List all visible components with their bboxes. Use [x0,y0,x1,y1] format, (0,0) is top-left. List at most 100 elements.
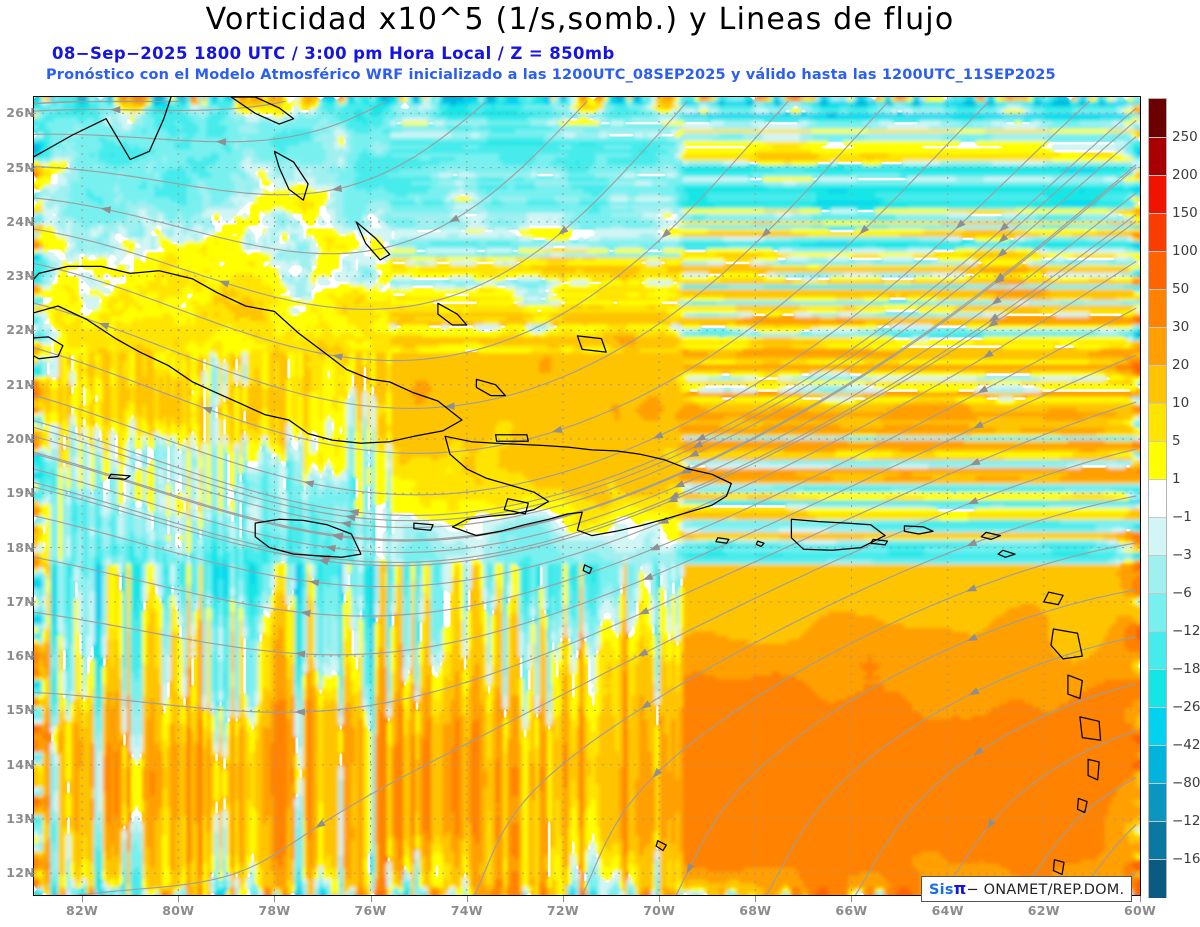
model-description-subtitle: Pronóstico con el Modelo Atmosférico WRF… [46,67,1056,83]
y-axis-tick [28,384,34,386]
colorbar-segment [1149,137,1166,177]
x-axis-label: 66W [835,903,868,918]
y-axis-tick [28,656,34,658]
y-axis-label: 23N [6,268,35,284]
y-axis-label: 16N [6,648,35,664]
colorbar-segment [1149,669,1166,709]
colorbar-tick-label: 20 [1172,357,1190,373]
brand-pi-icon: π [953,879,967,898]
colorbar-tick-label: −42 [1172,737,1200,753]
x-axis-tick [1140,896,1141,902]
forecast-datetime-subtitle: 08−Sep−2025 1800 UTC / 3:00 pm Hora Loca… [52,44,615,63]
colorbar-tick-label: 100 [1172,243,1198,259]
colorbar-segment [1149,289,1166,329]
brand-sis-label: Sis [929,882,954,898]
y-axis-label: 12N [6,865,35,881]
colorbar-tick-label: 30 [1172,319,1190,335]
colorbar-segment [1149,479,1166,519]
y-axis-label: 19N [6,485,35,501]
colorbar-segment [1149,517,1166,557]
y-axis-tick [28,493,34,495]
colorbar-segment [1149,593,1166,633]
y-axis-tick [28,276,34,278]
y-axis-tick [28,601,34,603]
x-axis-tick [178,896,180,902]
colorbar [1148,98,1167,899]
y-axis-tick [28,873,34,875]
y-axis-label: 15N [6,702,35,718]
y-axis-label: 25N [6,159,35,175]
y-axis-label: 13N [6,811,35,826]
agency-label: − ONAMET/REP.DOM. [966,882,1125,898]
colorbar-segment [1149,403,1166,443]
y-axis-label: 18N [6,539,35,555]
y-axis-tick [28,547,34,549]
x-axis-label: 80W [162,903,195,918]
colorbar-segment [1149,365,1166,405]
colorbar-tick-label: 10 [1172,395,1190,411]
colorbar-segment [1149,213,1166,253]
x-axis-tick [851,896,853,902]
x-axis-tick [466,896,468,902]
colorbar-segment [1149,859,1166,899]
x-axis-tick [274,896,276,902]
x-axis-tick [659,896,661,902]
y-axis-tick [28,764,34,766]
colorbar-tick-label: −12 [1172,623,1200,639]
colorbar-tick-label: −26 [1172,699,1200,715]
colorbar-tick-label: 5 [1172,433,1181,449]
x-axis-tick [370,896,372,902]
colorbar-tick-label: 200 [1172,167,1198,183]
attribution-badge: Sisπ− ONAMET/REP.DOM. [921,876,1133,902]
x-axis-tick [562,896,564,902]
colorbar-tick-label: 50 [1172,281,1190,297]
x-axis-label: 74W [450,903,483,918]
colorbar-segment [1149,821,1166,861]
y-axis-label: 22N [6,322,35,338]
streamlines-layer [34,100,1137,895]
colorbar-segment [1149,555,1166,595]
x-axis-label: 82W [66,903,99,918]
y-axis-label: 24N [6,213,35,229]
y-axis-label: 20N [6,431,35,446]
y-axis-tick [28,330,34,332]
colorbar-segment [1149,251,1166,291]
x-axis-tick [82,896,84,902]
colorbar-tick-label: −1 [1172,509,1192,525]
x-axis-label: 78W [258,903,291,918]
x-axis-label: 60W [1123,903,1157,918]
coastline-layer [34,97,1102,876]
y-axis-tick [28,221,34,223]
y-axis-tick [28,710,34,712]
x-axis-label: 76W [354,903,387,918]
colorbar-segment [1149,707,1166,747]
colorbar-segment [1149,783,1166,823]
colorbar-segment [1149,631,1166,671]
colorbar-tick-label: −120 [1172,813,1200,829]
x-axis-label: 72W [546,903,579,918]
colorbar-tick-label: −3 [1172,547,1192,563]
vorticity-shading-layer [34,97,1140,895]
x-axis-label: 68W [739,903,772,918]
colorbar-tick-label: −6 [1172,585,1192,601]
x-axis-label: 62W [1027,903,1060,918]
y-axis-label: 26N [6,105,35,121]
colorbar-segment [1149,327,1166,367]
colorbar-tick-label: −160 [1172,851,1200,867]
y-axis-label: 17N [6,593,35,609]
map-plot-area [33,96,1141,896]
y-axis-label: 21N [6,376,35,392]
colorbar-tick-label: −80 [1172,775,1200,791]
x-axis-label: 64W [931,903,964,918]
colorbar-tick-label: 150 [1172,205,1198,221]
page-title: Vorticidad x10^5 (1/s,somb.) y Lineas de… [205,2,955,37]
y-axis-label: 14N [6,756,35,772]
x-axis-label: 70W [643,903,676,918]
y-axis-tick [28,113,34,115]
colorbar-segment [1149,441,1166,481]
colorbar-segment [1149,99,1166,138]
colorbar-tick-label: −18 [1172,661,1200,677]
colorbar-segment [1149,745,1166,785]
x-axis-tick [755,896,757,902]
